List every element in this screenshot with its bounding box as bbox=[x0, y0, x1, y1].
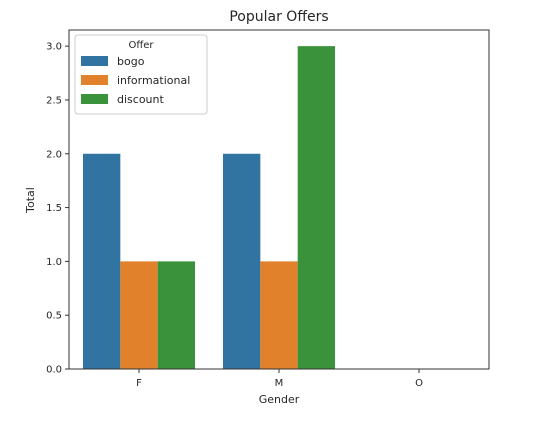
x-tick-label: O bbox=[415, 378, 423, 389]
legend-label-informational: informational bbox=[117, 74, 190, 87]
legend: Offer bogo informational discount bbox=[74, 34, 208, 115]
legend-swatch-discount bbox=[81, 94, 108, 104]
bar-bogo-F bbox=[83, 153, 121, 369]
bar-informational-F bbox=[120, 261, 158, 369]
legend-items: bogo informational discount bbox=[81, 55, 190, 106]
y-tick-label: 2.0 bbox=[46, 149, 62, 160]
x-axis-label: Gender bbox=[259, 393, 300, 406]
bar-bogo-M bbox=[223, 153, 261, 369]
bar-informational-M bbox=[260, 261, 298, 369]
y-tick-label: 2.5 bbox=[46, 95, 62, 106]
plot-area bbox=[83, 46, 335, 369]
y-tick-label: 0.0 bbox=[46, 365, 62, 376]
y-axis-label: Total bbox=[24, 187, 37, 214]
legend-title: Offer bbox=[128, 40, 154, 51]
legend-label-bogo: bogo bbox=[117, 55, 145, 68]
y-axis: 0.0 0.5 1.0 1.5 2.0 2.5 3.0 bbox=[46, 42, 69, 376]
y-tick-label: 3.0 bbox=[46, 42, 62, 53]
x-tick-label: M bbox=[275, 378, 284, 389]
x-tick-label: F bbox=[136, 378, 142, 389]
legend-swatch-informational bbox=[81, 75, 108, 85]
legend-swatch-bogo bbox=[81, 56, 108, 66]
legend-label-discount: discount bbox=[117, 93, 164, 106]
bar-discount-M bbox=[297, 46, 335, 369]
y-tick-label: 1.0 bbox=[46, 257, 62, 268]
chart-title: Popular Offers bbox=[229, 9, 328, 25]
y-tick-label: 0.5 bbox=[46, 311, 62, 322]
y-tick-label: 1.5 bbox=[46, 203, 62, 214]
bar-discount-F bbox=[157, 261, 195, 369]
